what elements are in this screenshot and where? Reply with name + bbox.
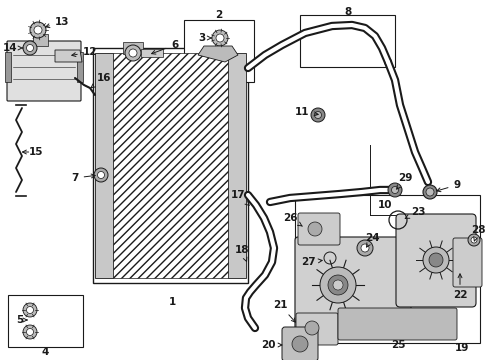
Circle shape [26, 306, 34, 314]
Circle shape [422, 185, 436, 199]
Bar [5, 52, 11, 82]
FancyBboxPatch shape [295, 313, 337, 345]
Circle shape [391, 186, 398, 194]
Bar [183, 20, 253, 82]
Circle shape [129, 49, 137, 57]
Circle shape [332, 280, 342, 290]
Circle shape [26, 45, 34, 51]
FancyBboxPatch shape [297, 213, 339, 245]
Text: 4: 4 [41, 347, 49, 357]
Circle shape [125, 45, 141, 61]
Text: 19: 19 [454, 343, 468, 353]
Text: 22: 22 [452, 274, 467, 300]
Text: 29: 29 [396, 173, 411, 189]
Bar [113, 53, 227, 278]
Text: 16: 16 [91, 73, 111, 88]
Circle shape [97, 171, 104, 179]
Text: 11: 11 [294, 107, 318, 117]
Circle shape [291, 336, 307, 352]
Text: 26: 26 [282, 213, 302, 226]
Text: 10: 10 [377, 200, 391, 210]
Circle shape [327, 275, 347, 295]
Text: 13: 13 [45, 17, 69, 28]
Circle shape [30, 22, 46, 38]
Text: 27: 27 [300, 257, 322, 267]
Bar [123, 42, 142, 54]
Circle shape [212, 30, 227, 46]
Bar [141, 49, 163, 57]
Text: 6: 6 [151, 40, 178, 54]
Bar [95, 53, 113, 278]
FancyBboxPatch shape [282, 327, 317, 360]
Bar [8, 295, 83, 347]
Text: 2: 2 [215, 10, 222, 20]
Polygon shape [198, 46, 238, 62]
Text: 15: 15 [29, 147, 43, 157]
Circle shape [310, 108, 325, 122]
Text: 3: 3 [198, 33, 211, 43]
Text: 8: 8 [344, 7, 351, 17]
Circle shape [470, 237, 476, 243]
Text: 28: 28 [470, 225, 484, 241]
Bar [227, 53, 245, 278]
Text: 7: 7 [71, 173, 95, 183]
Text: 17: 17 [230, 190, 249, 205]
Bar [33, 34, 48, 46]
Text: 9: 9 [436, 180, 460, 192]
Bar [77, 52, 83, 82]
Polygon shape [294, 195, 479, 343]
Circle shape [94, 168, 108, 182]
Circle shape [307, 222, 321, 236]
Circle shape [387, 183, 401, 197]
FancyBboxPatch shape [452, 238, 481, 287]
Bar [299, 15, 394, 67]
Circle shape [216, 34, 224, 42]
Text: 21: 21 [272, 300, 295, 322]
Circle shape [360, 244, 368, 252]
Text: 25: 25 [390, 340, 405, 350]
Circle shape [319, 267, 355, 303]
Circle shape [23, 325, 37, 339]
Circle shape [356, 240, 372, 256]
Text: 20: 20 [260, 340, 282, 350]
Circle shape [314, 112, 321, 118]
Text: 12: 12 [72, 47, 97, 57]
Circle shape [467, 234, 479, 246]
FancyBboxPatch shape [7, 41, 81, 101]
Circle shape [305, 321, 318, 335]
FancyBboxPatch shape [294, 237, 410, 333]
Bar [93, 48, 247, 283]
Text: 23: 23 [405, 207, 425, 219]
Circle shape [34, 26, 42, 34]
Circle shape [23, 41, 37, 55]
Circle shape [428, 253, 442, 267]
FancyBboxPatch shape [395, 214, 475, 307]
Circle shape [422, 247, 448, 273]
Text: 5: 5 [16, 315, 27, 325]
Text: 24: 24 [364, 233, 379, 247]
Circle shape [26, 328, 34, 336]
FancyBboxPatch shape [337, 308, 456, 340]
Text: 1: 1 [168, 297, 175, 307]
Text: 14: 14 [2, 43, 23, 53]
Circle shape [425, 188, 433, 196]
Circle shape [23, 303, 37, 317]
Polygon shape [55, 50, 82, 62]
Text: 18: 18 [234, 245, 249, 261]
